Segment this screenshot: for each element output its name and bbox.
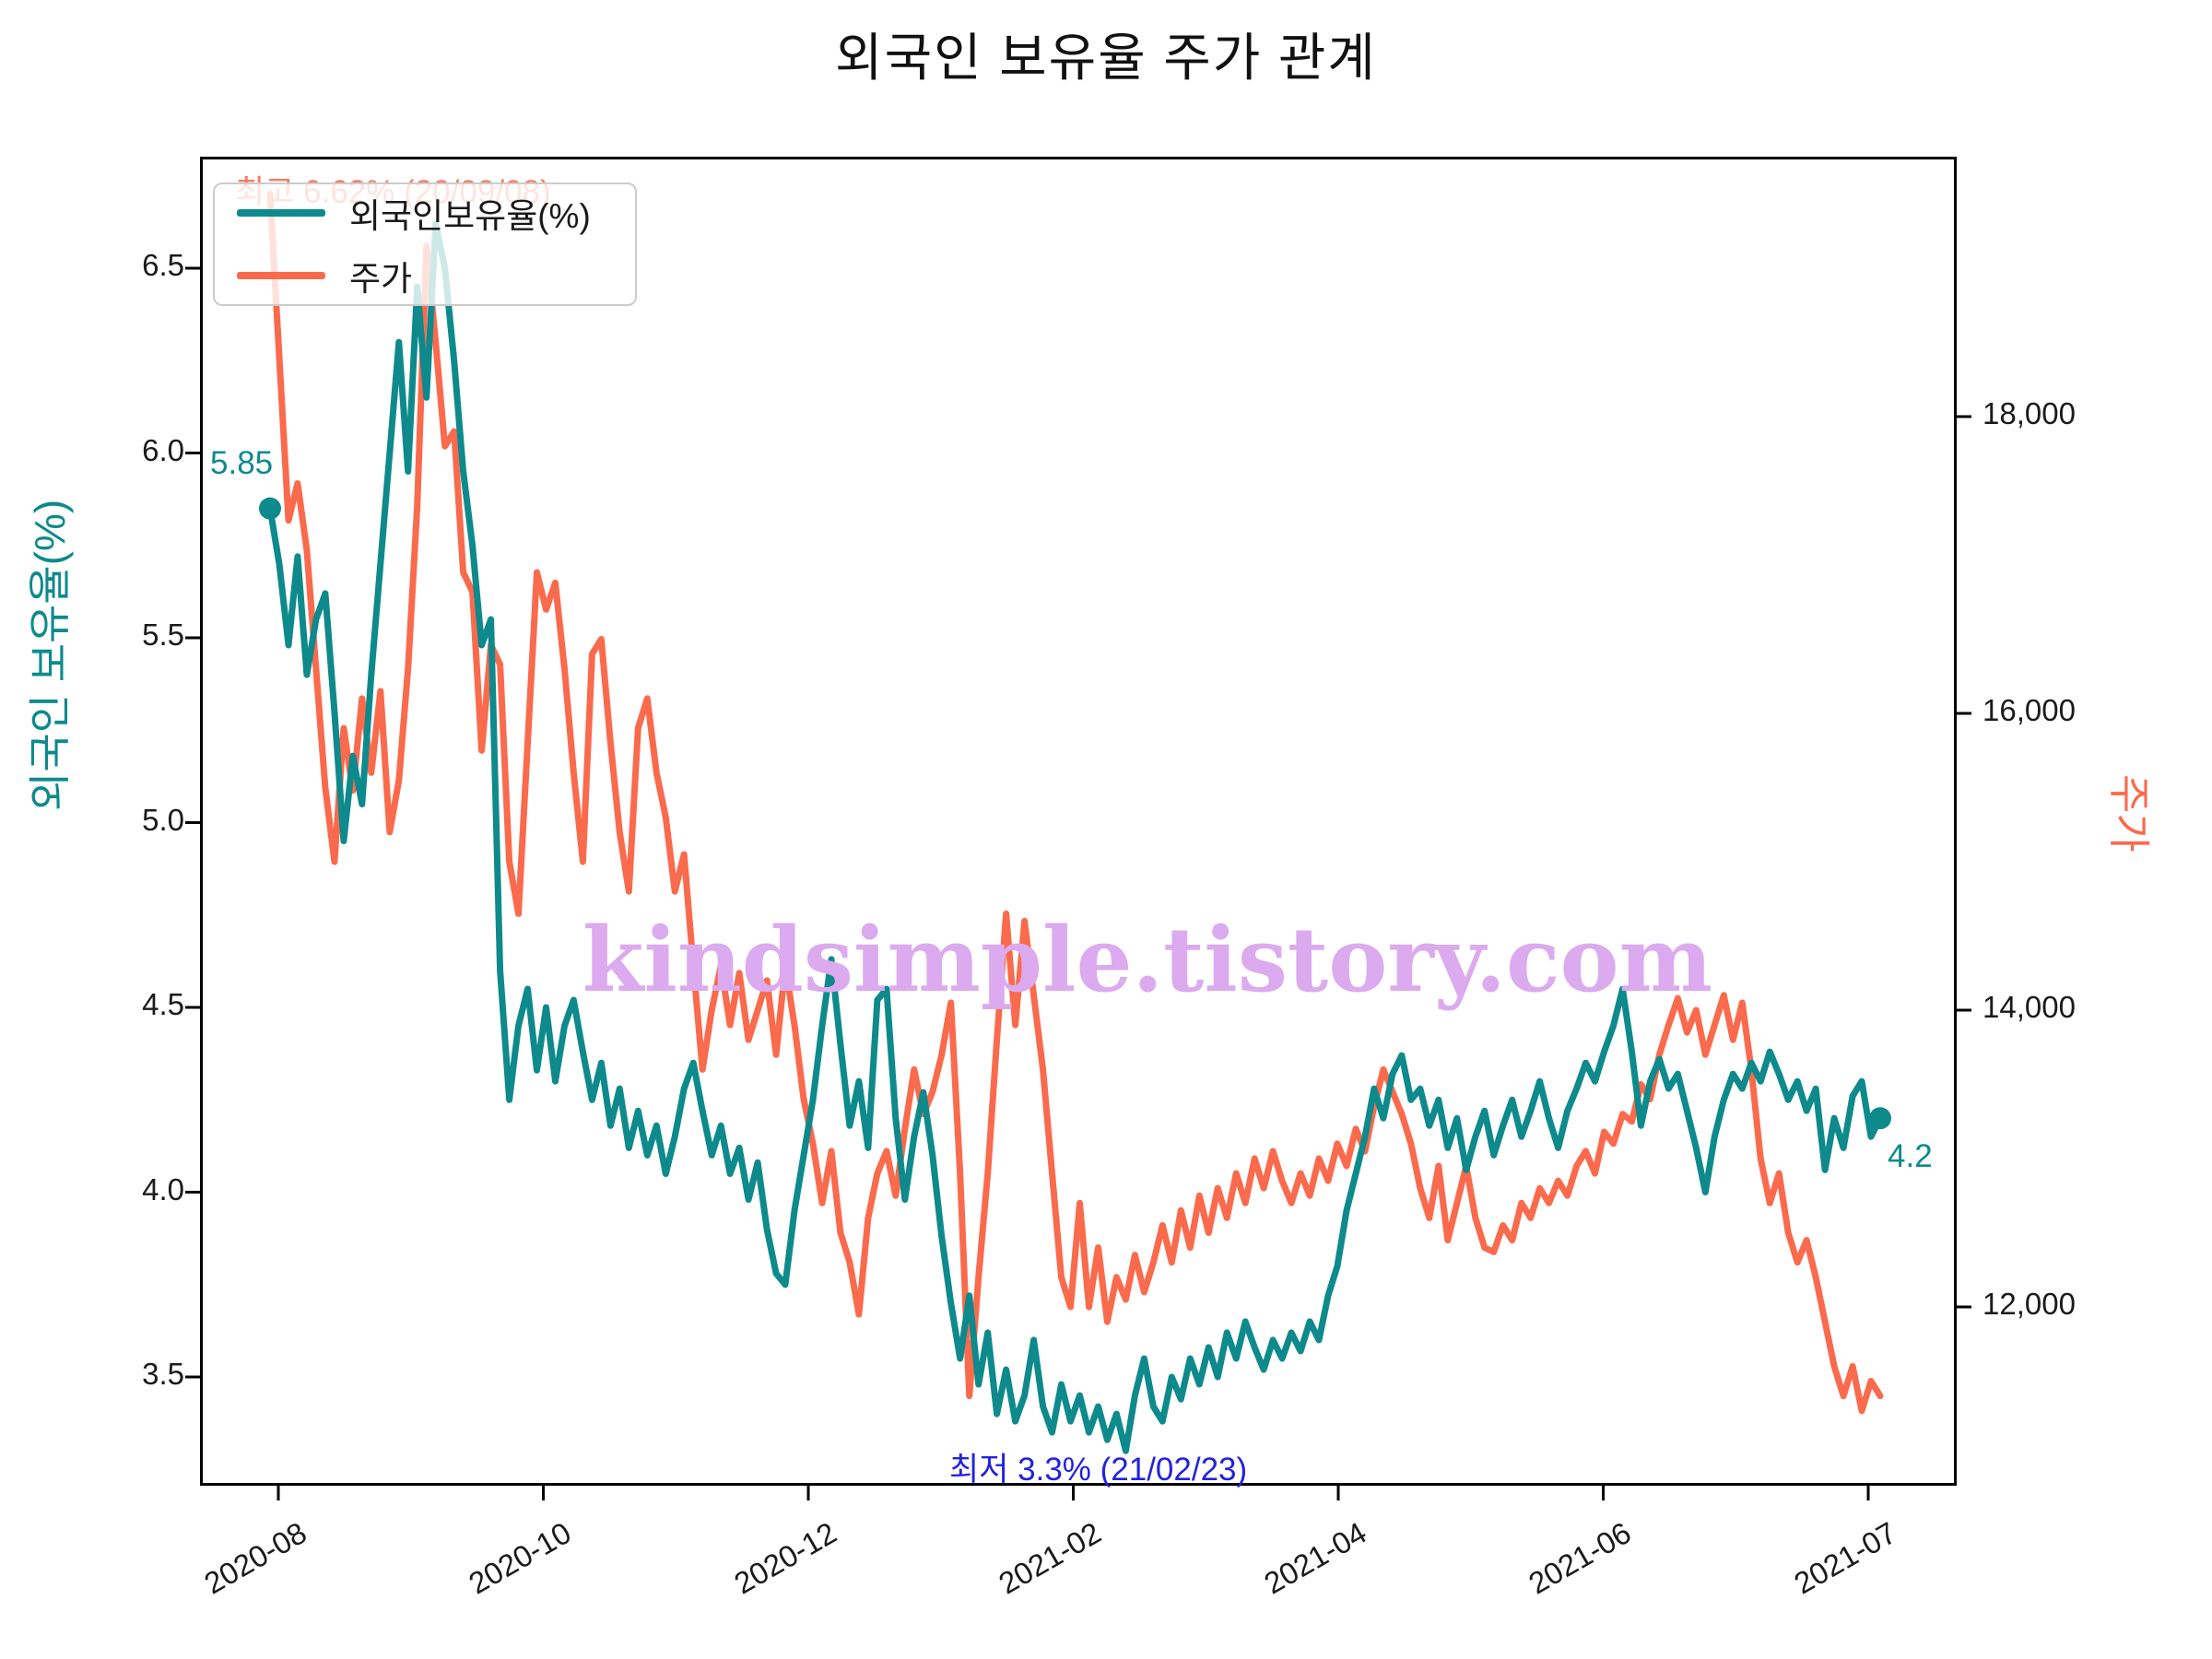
y-right-tick-label: 16,000 (1983, 693, 2076, 727)
chart-title: 외국인 보유율 주가 관계 (835, 29, 1377, 87)
ratio-start-marker (259, 497, 281, 520)
plot-area (200, 157, 1957, 1486)
annotation-end-value: 4.2 (1888, 1138, 1933, 1174)
watermark: kindsimple.tistory.com (582, 908, 1713, 1012)
y-right-tick-label: 12,000 (1983, 1287, 2076, 1321)
price-legend-swatch (237, 272, 325, 279)
y-left-tick-label: 6.0 (142, 432, 184, 467)
annotation-min: 최저 3.3% (21/02/23) (949, 1452, 1248, 1488)
ratio-legend-label: 외국인보유율(%) (349, 197, 591, 235)
y-left-tick-label: 5.5 (142, 618, 184, 652)
price-line (266, 191, 1884, 1415)
annotation-start-value: 5.85 (210, 445, 274, 481)
legend-item-ratio: 외국인보유율(%) (237, 188, 635, 238)
y-left-tick-label: 5.0 (142, 802, 184, 837)
y-left-tick-label: 3.5 (142, 1357, 184, 1391)
ratio-end-marker (1869, 1107, 1891, 1130)
y-right-tick-label: 18,000 (1983, 396, 2076, 430)
y-left-tick-label: 4.5 (142, 987, 184, 1021)
legend: 외국인보유율(%) 주가 (213, 182, 637, 306)
y-left-tick-label: 4.0 (142, 1171, 184, 1206)
axis-ticks (185, 266, 1971, 1500)
ratio-line (266, 220, 1884, 1454)
ratio-legend-swatch (237, 209, 325, 217)
y-left-tick-label: 6.5 (142, 248, 184, 282)
price-legend-label: 주가 (349, 260, 413, 298)
legend-item-price: 주가 (237, 251, 635, 300)
y-right-tick-label: 14,000 (1983, 990, 2076, 1024)
